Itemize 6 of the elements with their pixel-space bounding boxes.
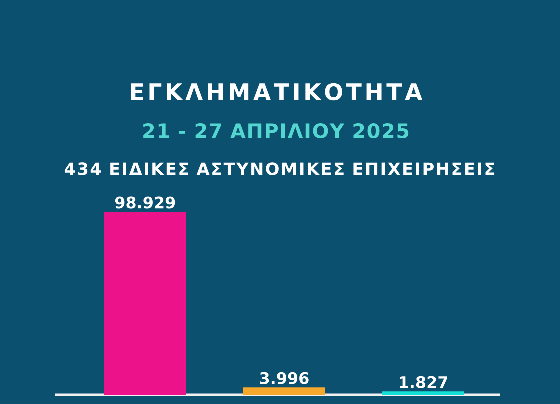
data-label: 1.827 (400, 376, 448, 388)
data-label: 3.996 (260, 372, 309, 384)
text: 434 ΕΙΔΙΚΕΣ ΑΣΤΥΝΟΜΙΚΕΣ ΕΠΙΧΕΙΡΗΣΕΙΣ (64, 162, 495, 176)
data-label: 98.929 (115, 196, 176, 209)
chart-subtitle: 21 - 27 ΑΠΡΙΛΙΟΥ 2025 (144, 123, 409, 139)
chart-title: ΕΓΚΛΗΜΑΤΙΚΟΤΗΤΑ (131, 83, 423, 101)
